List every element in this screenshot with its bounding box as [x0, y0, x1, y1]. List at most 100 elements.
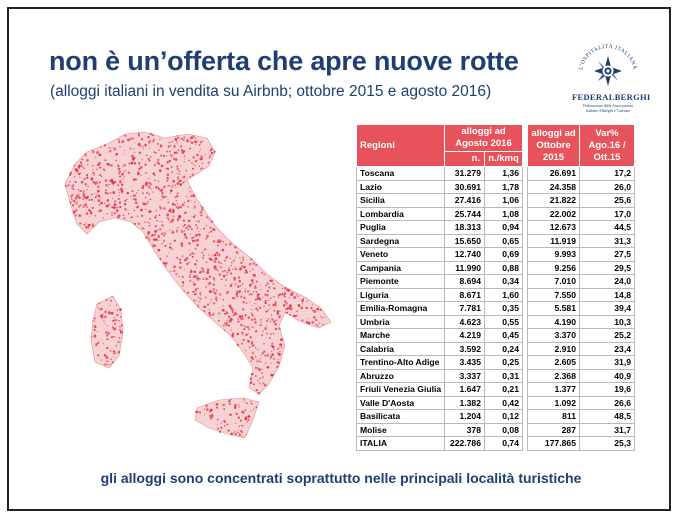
map-dot — [166, 255, 168, 257]
map-dot — [172, 179, 176, 183]
map-dot — [69, 173, 72, 177]
map-dot — [116, 164, 120, 168]
map-dot — [159, 138, 161, 140]
map-dot — [208, 290, 212, 293]
map-dot — [290, 291, 294, 295]
map-dot — [187, 199, 190, 203]
map-dot — [176, 182, 179, 185]
map-dot — [148, 185, 151, 187]
map-dot — [171, 141, 173, 143]
map-dot — [84, 183, 88, 186]
map-dot — [261, 352, 264, 355]
map-dot — [268, 337, 271, 339]
map-dot — [225, 323, 228, 327]
map-dot — [117, 184, 120, 187]
map-dot — [280, 338, 283, 341]
map-dot — [168, 209, 172, 213]
map-dot — [275, 319, 277, 321]
variation-cell: 26,6 — [579, 395, 635, 410]
map-dot — [147, 236, 150, 239]
map-dot — [265, 284, 268, 287]
map-dot — [276, 347, 280, 351]
listings-oct-cell: 2.605 — [527, 355, 580, 370]
map-dot — [259, 377, 261, 380]
listings-aug-cell: 4.219 — [444, 328, 485, 343]
map-dot — [166, 173, 170, 177]
map-dot — [305, 297, 307, 300]
map-dot — [217, 424, 219, 426]
map-dot — [186, 262, 189, 266]
map-dot — [223, 424, 226, 427]
map-dot — [176, 165, 179, 168]
header-gap — [522, 124, 528, 167]
table-row: Veneto 12.740 0,69 9.993 27,5 — [356, 247, 635, 262]
region-cell: Sicilia — [356, 193, 445, 208]
map-dot — [213, 253, 217, 257]
map-dot — [301, 319, 304, 322]
map-dot — [218, 239, 222, 242]
map-dot — [100, 314, 103, 317]
map-dot — [149, 156, 152, 158]
map-dot — [251, 403, 253, 405]
map-dot — [206, 303, 210, 306]
map-dot — [205, 237, 208, 240]
map-dot — [239, 284, 242, 287]
map-dot — [178, 266, 182, 269]
map-dot — [170, 249, 173, 251]
map-dot — [310, 307, 313, 310]
map-dot — [160, 232, 164, 236]
listings-aug-cell: 3.435 — [444, 355, 485, 370]
map-dot — [209, 414, 212, 418]
map-dot — [266, 353, 270, 357]
map-dot — [258, 382, 261, 384]
map-dot — [131, 158, 135, 161]
map-dot — [200, 205, 202, 207]
map-dot — [97, 210, 100, 213]
map-dot — [210, 220, 214, 223]
map-dot — [203, 408, 206, 410]
map-dot — [200, 168, 202, 170]
map-dot — [174, 184, 176, 186]
map-dot — [259, 318, 263, 321]
map-dot — [183, 212, 185, 214]
map-dot — [160, 188, 163, 192]
map-dot — [100, 307, 103, 311]
map-dot — [273, 320, 276, 324]
listings-oct-cell: 12.673 — [527, 220, 580, 235]
map-dot — [137, 143, 141, 146]
listings-oct-cell: 26.691 — [527, 166, 580, 181]
map-dot — [77, 205, 80, 208]
map-dot — [297, 304, 301, 307]
listings-oct-cell: 7.550 — [527, 287, 580, 302]
map-dot — [193, 290, 196, 293]
map-dot — [253, 276, 255, 278]
map-dot — [272, 282, 275, 285]
map-dot — [238, 289, 242, 293]
map-dot — [142, 148, 144, 150]
map-dot — [108, 180, 111, 182]
map-dot — [264, 354, 267, 357]
map-dot — [213, 150, 216, 153]
map-dot — [161, 220, 163, 223]
map-dot — [96, 194, 98, 196]
map-dot — [176, 172, 178, 175]
map-dot — [191, 141, 194, 145]
map-dot — [181, 255, 184, 257]
italy-dot-map — [64, 131, 332, 439]
map-dot — [234, 313, 237, 316]
map-dot — [114, 319, 117, 322]
map-dot — [274, 323, 277, 326]
map-dot — [104, 363, 107, 366]
listings-oct-cell: 1.377 — [527, 382, 580, 397]
map-dot — [195, 300, 197, 302]
map-dot — [108, 331, 110, 334]
map-dot — [181, 203, 185, 207]
map-dot — [220, 422, 223, 424]
map-dot — [264, 293, 267, 296]
map-dot — [79, 172, 82, 175]
map-dot — [195, 410, 198, 414]
density-cell: 0,08 — [484, 422, 523, 437]
map-dot — [217, 261, 220, 264]
map-dot — [263, 305, 265, 308]
map-dot — [194, 205, 196, 208]
